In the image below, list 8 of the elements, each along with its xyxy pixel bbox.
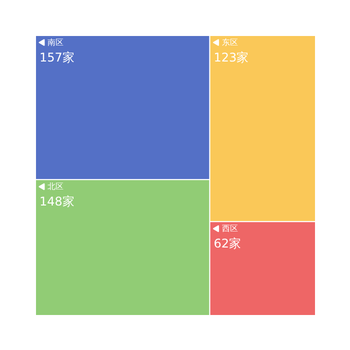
category-label: 西区 [222,224,238,234]
data-label: 157家 [40,50,74,64]
data-label: 123家 [214,50,249,64]
data-label: 148家 [40,194,74,209]
category-label: 南区 [48,38,64,47]
category-label: 东区 [222,38,238,47]
data-label: 62家 [214,236,242,251]
category-label: 北区 [48,182,64,192]
